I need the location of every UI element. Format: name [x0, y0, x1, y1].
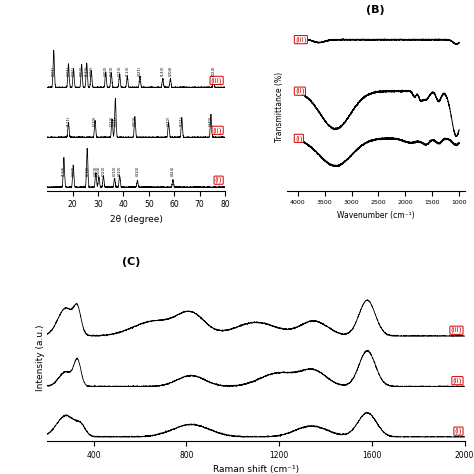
Text: (ii): (ii) [295, 88, 305, 94]
Text: (400): (400) [133, 116, 137, 126]
Y-axis label: Transmittance (%): Transmittance (%) [275, 72, 284, 142]
Text: (i): (i) [295, 135, 302, 142]
Text: (C): (C) [122, 257, 140, 267]
Text: (201): (201) [66, 66, 71, 76]
Text: (B): (B) [366, 5, 385, 15]
Text: (311): (311) [113, 116, 118, 126]
Text: (iii): (iii) [451, 327, 462, 334]
Text: (200): (200) [71, 166, 75, 176]
Text: (204): (204) [97, 166, 101, 176]
Text: (112): (112) [85, 66, 89, 76]
Text: (410): (410) [136, 166, 139, 176]
Text: (113): (113) [125, 66, 129, 76]
Y-axis label: Intensity (a.u.): Intensity (a.u.) [36, 324, 45, 391]
Text: (133): (133) [161, 66, 165, 76]
Text: (410): (410) [118, 166, 122, 176]
Text: (222): (222) [110, 116, 114, 126]
Text: (110): (110) [62, 166, 66, 176]
Text: (220): (220) [93, 116, 97, 126]
X-axis label: Wavenumber (cm⁻¹): Wavenumber (cm⁻¹) [337, 211, 415, 220]
Text: (i): (i) [455, 428, 462, 434]
X-axis label: 2θ (degree): 2θ (degree) [109, 215, 163, 224]
Text: (204): (204) [168, 66, 173, 76]
Text: (424): (424) [171, 166, 175, 176]
Text: (511): (511) [180, 116, 184, 126]
Text: (440): (440) [209, 116, 213, 126]
Text: (ii): (ii) [213, 127, 222, 134]
Text: (421): (421) [138, 66, 142, 76]
Text: (021): (021) [72, 66, 75, 76]
Text: (210): (210) [85, 166, 89, 176]
Text: (300): (300) [94, 166, 98, 176]
X-axis label: Raman shift (cm⁻¹): Raman shift (cm⁻¹) [213, 465, 299, 474]
Text: (i): (i) [215, 177, 222, 183]
Text: (111): (111) [66, 116, 71, 126]
Text: (400): (400) [104, 66, 108, 76]
Text: (iii): (iii) [295, 36, 307, 43]
Text: (422): (422) [166, 116, 171, 126]
Text: (223): (223) [118, 66, 122, 76]
Text: (220): (220) [101, 166, 105, 176]
Text: (040): (040) [109, 66, 113, 76]
Text: (310): (310) [113, 166, 117, 176]
Text: (iii): (iii) [211, 77, 222, 83]
Text: (222): (222) [89, 66, 93, 76]
Text: (024): (024) [211, 66, 216, 76]
Text: (ii): (ii) [453, 377, 462, 384]
Text: (002): (002) [80, 66, 83, 76]
Text: (001): (001) [52, 66, 56, 76]
